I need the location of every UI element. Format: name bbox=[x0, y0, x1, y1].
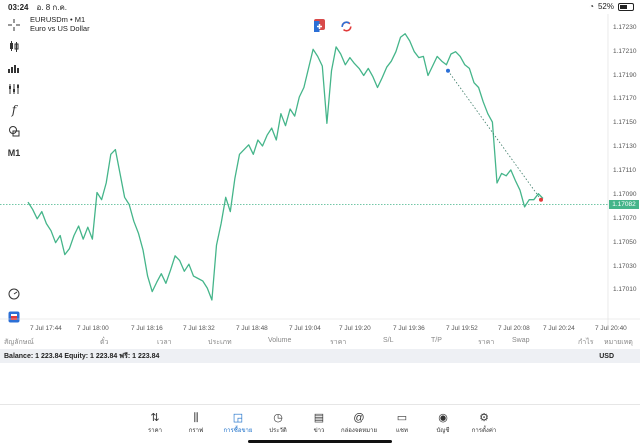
quotes-icon: ⇅ bbox=[150, 412, 160, 424]
speedometer-icon[interactable] bbox=[6, 286, 22, 302]
trade-column-header[interactable]: กำไร bbox=[578, 339, 594, 346]
chat-icon: ▭ bbox=[396, 412, 408, 424]
current-price-tag: 1.17082 bbox=[609, 199, 639, 209]
account-currency: USD bbox=[599, 352, 614, 360]
status-time: 03:24 bbox=[8, 2, 29, 12]
status-date: อ. 8 ก.ค. bbox=[36, 2, 68, 12]
time-axis-label: 7 Jul 17:44 bbox=[30, 325, 62, 332]
time-axis-label: 7 Jul 20:08 bbox=[498, 325, 530, 332]
battery-percent: 52% bbox=[597, 2, 614, 11]
time-axis-label: 7 Jul 19:52 bbox=[446, 325, 478, 332]
battery-icon bbox=[618, 2, 634, 11]
tab-label: กล่องจดหมาย bbox=[340, 428, 378, 434]
tab-label: ราคา bbox=[148, 428, 162, 434]
price-axis-label: 1.17130 bbox=[613, 143, 637, 151]
trade-column-header[interactable]: ตั๋ว bbox=[100, 339, 109, 346]
trade-column-header[interactable]: T/P bbox=[431, 337, 442, 344]
crosshair-icon[interactable] bbox=[6, 17, 22, 33]
tab-label: บัญชี bbox=[436, 428, 450, 434]
price-axis-label: 1.17030 bbox=[613, 262, 637, 270]
price-chart[interactable] bbox=[0, 14, 640, 332]
history-icon: ◷ bbox=[273, 412, 283, 424]
time-axis-label: 7 Jul 18:16 bbox=[131, 325, 163, 332]
price-axis-label: 1.17170 bbox=[613, 95, 637, 103]
tab-label: ข่าว bbox=[313, 428, 325, 434]
account-icon: ◉ bbox=[438, 412, 448, 424]
candles-icon[interactable] bbox=[6, 38, 22, 54]
symbol-info: EURUSDm • M1 Euro vs US Dollar bbox=[30, 15, 90, 33]
objects-icon[interactable] bbox=[6, 81, 22, 97]
price-axis-label: 1.17190 bbox=[613, 71, 637, 79]
trade-column-header[interactable]: ราคา bbox=[478, 339, 495, 346]
tab-settings[interactable]: ⚙ การตั้งค่า bbox=[464, 411, 504, 435]
tab-label: กราฟ bbox=[188, 428, 204, 434]
tab-chat[interactable]: ▭ แชท bbox=[382, 411, 422, 435]
tab-history[interactable]: ◷ ประวัติ bbox=[258, 411, 298, 435]
time-axis-label: 7 Jul 18:48 bbox=[236, 325, 268, 332]
broker-logo-icon[interactable] bbox=[6, 309, 22, 325]
time-axis-label: 7 Jul 19:20 bbox=[339, 325, 371, 332]
time-axis-label: 7 Jul 19:04 bbox=[289, 325, 321, 332]
time-axis-label: 7 Jul 20:40 bbox=[595, 325, 627, 332]
symbol-description: Euro vs US Dollar bbox=[30, 24, 90, 33]
price-axis-label: 1.17230 bbox=[613, 23, 637, 31]
tab-label: การตั้งค่า bbox=[471, 428, 497, 434]
price-axis-label: 1.17210 bbox=[613, 47, 637, 55]
tab-trade[interactable]: ◲ การซื้อขาย bbox=[218, 411, 258, 435]
bottom-tab-bar: ⇅ ราคา ⫼ กราฟ ◲ การซื้อขาย ◷ ประวัติ ▤ ข่าว @ กล่อง… bbox=[0, 404, 640, 447]
trade-column-header[interactable]: หมายเหตุ bbox=[604, 339, 633, 346]
time-axis-label: 7 Jul 20:24 bbox=[543, 325, 575, 332]
trendline-start-marker bbox=[446, 68, 450, 73]
shapes-icon[interactable] bbox=[6, 123, 22, 139]
balance-text: Balance: 1 223.84 Equity: 1 223.84 ฟรี: … bbox=[4, 352, 160, 360]
indicators-icon[interactable] bbox=[6, 60, 22, 76]
function-icon[interactable]: f bbox=[11, 103, 17, 117]
tab-mailbox[interactable]: @ กล่องจดหมาย bbox=[339, 411, 379, 435]
tab-label: แชท bbox=[396, 428, 408, 434]
home-indicator bbox=[248, 440, 392, 443]
trade-column-header[interactable]: ราคา bbox=[330, 339, 347, 346]
mailbox-icon: @ bbox=[353, 412, 365, 424]
tab-account[interactable]: ◉ บัญชี bbox=[423, 411, 463, 435]
time-axis-label: 7 Jul 18:00 bbox=[77, 325, 109, 332]
trendline-end-marker bbox=[539, 197, 543, 202]
price-axis-label: 1.17070 bbox=[613, 214, 637, 222]
balance-bar: Balance: 1 223.84 Equity: 1 223.84 ฟรี: … bbox=[0, 349, 640, 363]
trade-column-header[interactable]: ประเภท bbox=[208, 339, 232, 346]
refresh-icon[interactable] bbox=[341, 19, 352, 32]
wifi-icon: ◔ bbox=[589, 2, 594, 11]
trade-column-header[interactable]: Volume bbox=[268, 337, 292, 344]
timeframe-button[interactable]: M1 bbox=[7, 148, 21, 158]
trade-column-header[interactable]: Swap bbox=[512, 337, 530, 344]
tab-label: ประวัติ bbox=[269, 428, 287, 434]
trade-column-header[interactable]: S/L bbox=[383, 337, 394, 344]
price-axis-label: 1.17150 bbox=[613, 119, 637, 127]
tab-label: การซื้อขาย bbox=[223, 428, 253, 434]
chart-icon: ⫼ bbox=[193, 412, 199, 424]
price-axis-label: 1.17110 bbox=[613, 167, 637, 175]
trade-column-header[interactable]: เวลา bbox=[157, 339, 172, 346]
news-icon: ▤ bbox=[313, 412, 325, 424]
tab-quotes[interactable]: ⇅ ราคา bbox=[135, 411, 175, 435]
status-bar: 03:24 อ. 8 ก.ค. ◔ 52% bbox=[0, 0, 640, 14]
symbol-name: EURUSDm • M1 bbox=[30, 15, 86, 24]
price-series-line bbox=[27, 33, 544, 301]
trendline bbox=[447, 70, 542, 200]
trade-icon: ◲ bbox=[232, 412, 244, 424]
time-axis-label: 7 Jul 18:32 bbox=[183, 325, 215, 332]
time-axis-label: 7 Jul 19:36 bbox=[393, 325, 425, 332]
one-click-trading-icon[interactable] bbox=[314, 19, 325, 32]
price-axis-label: 1.17010 bbox=[613, 286, 637, 294]
price-axis-label: 1.17090 bbox=[613, 190, 637, 198]
tab-chart[interactable]: ⫼ กราฟ bbox=[176, 411, 216, 435]
settings-icon: ⚙ bbox=[479, 412, 489, 424]
price-axis-label: 1.17050 bbox=[613, 238, 637, 246]
tab-news[interactable]: ▤ ข่าว bbox=[299, 411, 339, 435]
trade-column-header[interactable]: สัญลักษณ์ bbox=[4, 339, 34, 346]
